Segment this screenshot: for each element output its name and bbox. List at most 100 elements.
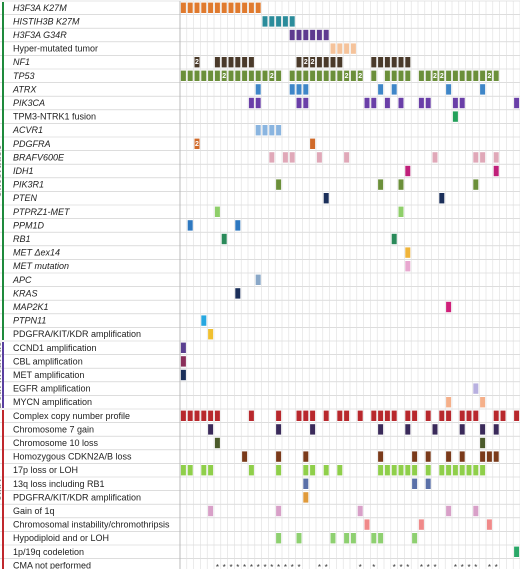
alteration-cell — [194, 2, 200, 13]
alteration-cell — [344, 152, 350, 163]
alteration-cell — [378, 410, 384, 421]
alteration-cell — [255, 2, 261, 13]
alteration-cell — [310, 138, 316, 149]
alteration-cell — [357, 70, 363, 81]
alteration-cell — [289, 152, 295, 163]
alteration-cell — [269, 125, 275, 136]
alteration-cell — [466, 70, 472, 81]
alteration-cell — [425, 478, 431, 489]
row-label: NF1 — [13, 57, 30, 67]
row-label: Hyper-mutated tumor — [13, 44, 98, 54]
alteration-cell — [221, 2, 227, 13]
alteration-cell — [493, 70, 499, 81]
alteration-cell — [344, 533, 350, 544]
alteration-cell — [276, 465, 282, 476]
alteration-cell — [412, 478, 418, 489]
alteration-cell — [350, 533, 356, 544]
alteration-cell — [466, 410, 472, 421]
alteration-cell — [201, 465, 207, 476]
alteration-cell — [480, 397, 486, 408]
count-annotation: 2 — [270, 73, 274, 80]
alteration-cell — [214, 410, 220, 421]
not-performed-mark: * — [291, 563, 294, 569]
alteration-cell — [480, 451, 486, 462]
alteration-cell — [425, 465, 431, 476]
alteration-cell — [316, 70, 322, 81]
alteration-cell — [269, 152, 275, 163]
not-performed-mark: * — [223, 563, 226, 569]
alteration-cell — [310, 424, 316, 435]
alteration-cell — [310, 410, 316, 421]
alteration-cell — [344, 410, 350, 421]
row-label: MET Δex14 — [13, 248, 60, 258]
alteration-cell — [425, 410, 431, 421]
alteration-cell — [439, 465, 445, 476]
not-performed-mark: * — [372, 563, 375, 569]
alteration-cell — [276, 451, 282, 462]
alteration-cell — [201, 315, 207, 326]
alteration-cell — [235, 288, 241, 299]
alteration-cell — [296, 70, 302, 81]
alteration-cell — [371, 57, 377, 68]
alteration-cell — [235, 220, 241, 231]
row-label: Hypodiploid and or LOH — [13, 533, 109, 543]
alteration-cell — [255, 70, 261, 81]
alteration-cell — [180, 410, 186, 421]
alteration-cell — [493, 165, 499, 177]
row-label: Chromosome 7 gain — [13, 424, 94, 434]
row-label: 1p/19q codeletion — [13, 547, 84, 557]
alteration-cell — [480, 70, 486, 81]
alteration-cell — [228, 70, 234, 81]
alteration-cell — [180, 369, 186, 381]
row-label: Gain of 1q — [13, 506, 55, 516]
alteration-cell — [473, 383, 479, 394]
alteration-cell — [180, 2, 186, 13]
row-label: APC — [12, 275, 32, 285]
alteration-cell — [446, 84, 452, 95]
not-performed-mark: * — [277, 563, 280, 569]
section-label: Both methods — [0, 341, 4, 409]
alteration-cell — [276, 505, 282, 517]
alteration-cell — [398, 465, 404, 476]
alteration-cell — [412, 451, 418, 462]
alteration-cell — [350, 43, 356, 54]
alteration-cell — [208, 505, 214, 517]
alteration-cell — [452, 70, 458, 81]
alteration-cell — [412, 533, 418, 544]
alteration-cell — [432, 70, 438, 81]
alteration-cell — [269, 70, 275, 81]
alteration-cell — [405, 410, 411, 421]
alteration-cell — [384, 465, 390, 476]
row-label: PPM1D — [13, 220, 45, 230]
alteration-cell — [262, 125, 268, 136]
alteration-cell — [378, 179, 384, 190]
alteration-cell — [337, 57, 343, 68]
alteration-cell — [473, 152, 479, 163]
alteration-cell — [303, 97, 309, 109]
alteration-cell — [398, 179, 404, 190]
alteration-cell — [242, 451, 248, 462]
alteration-cell — [493, 410, 499, 421]
alteration-cell — [432, 424, 438, 435]
alteration-cell — [371, 97, 377, 109]
alteration-cell — [486, 451, 492, 462]
section-label: OncoKids® — [0, 143, 4, 198]
alteration-cell — [208, 410, 214, 421]
count-annotation: 2 — [345, 73, 349, 80]
section-label: CMA — [0, 479, 4, 502]
alteration-cell — [296, 29, 302, 41]
alteration-cell — [364, 97, 370, 109]
row-label: IDH1 — [13, 166, 34, 176]
alteration-cell — [323, 70, 329, 81]
alteration-cell — [405, 165, 411, 177]
alteration-cell — [378, 57, 384, 68]
alteration-cell — [180, 342, 186, 353]
row-label: H3F3A K27M — [13, 3, 67, 13]
row-label: BRAFV600E — [13, 152, 65, 162]
alteration-cell — [446, 70, 452, 81]
alteration-cell — [235, 2, 241, 13]
alteration-cell — [262, 70, 268, 81]
alteration-cell — [255, 274, 261, 285]
not-performed-mark: * — [495, 563, 498, 569]
alteration-cell — [276, 424, 282, 435]
